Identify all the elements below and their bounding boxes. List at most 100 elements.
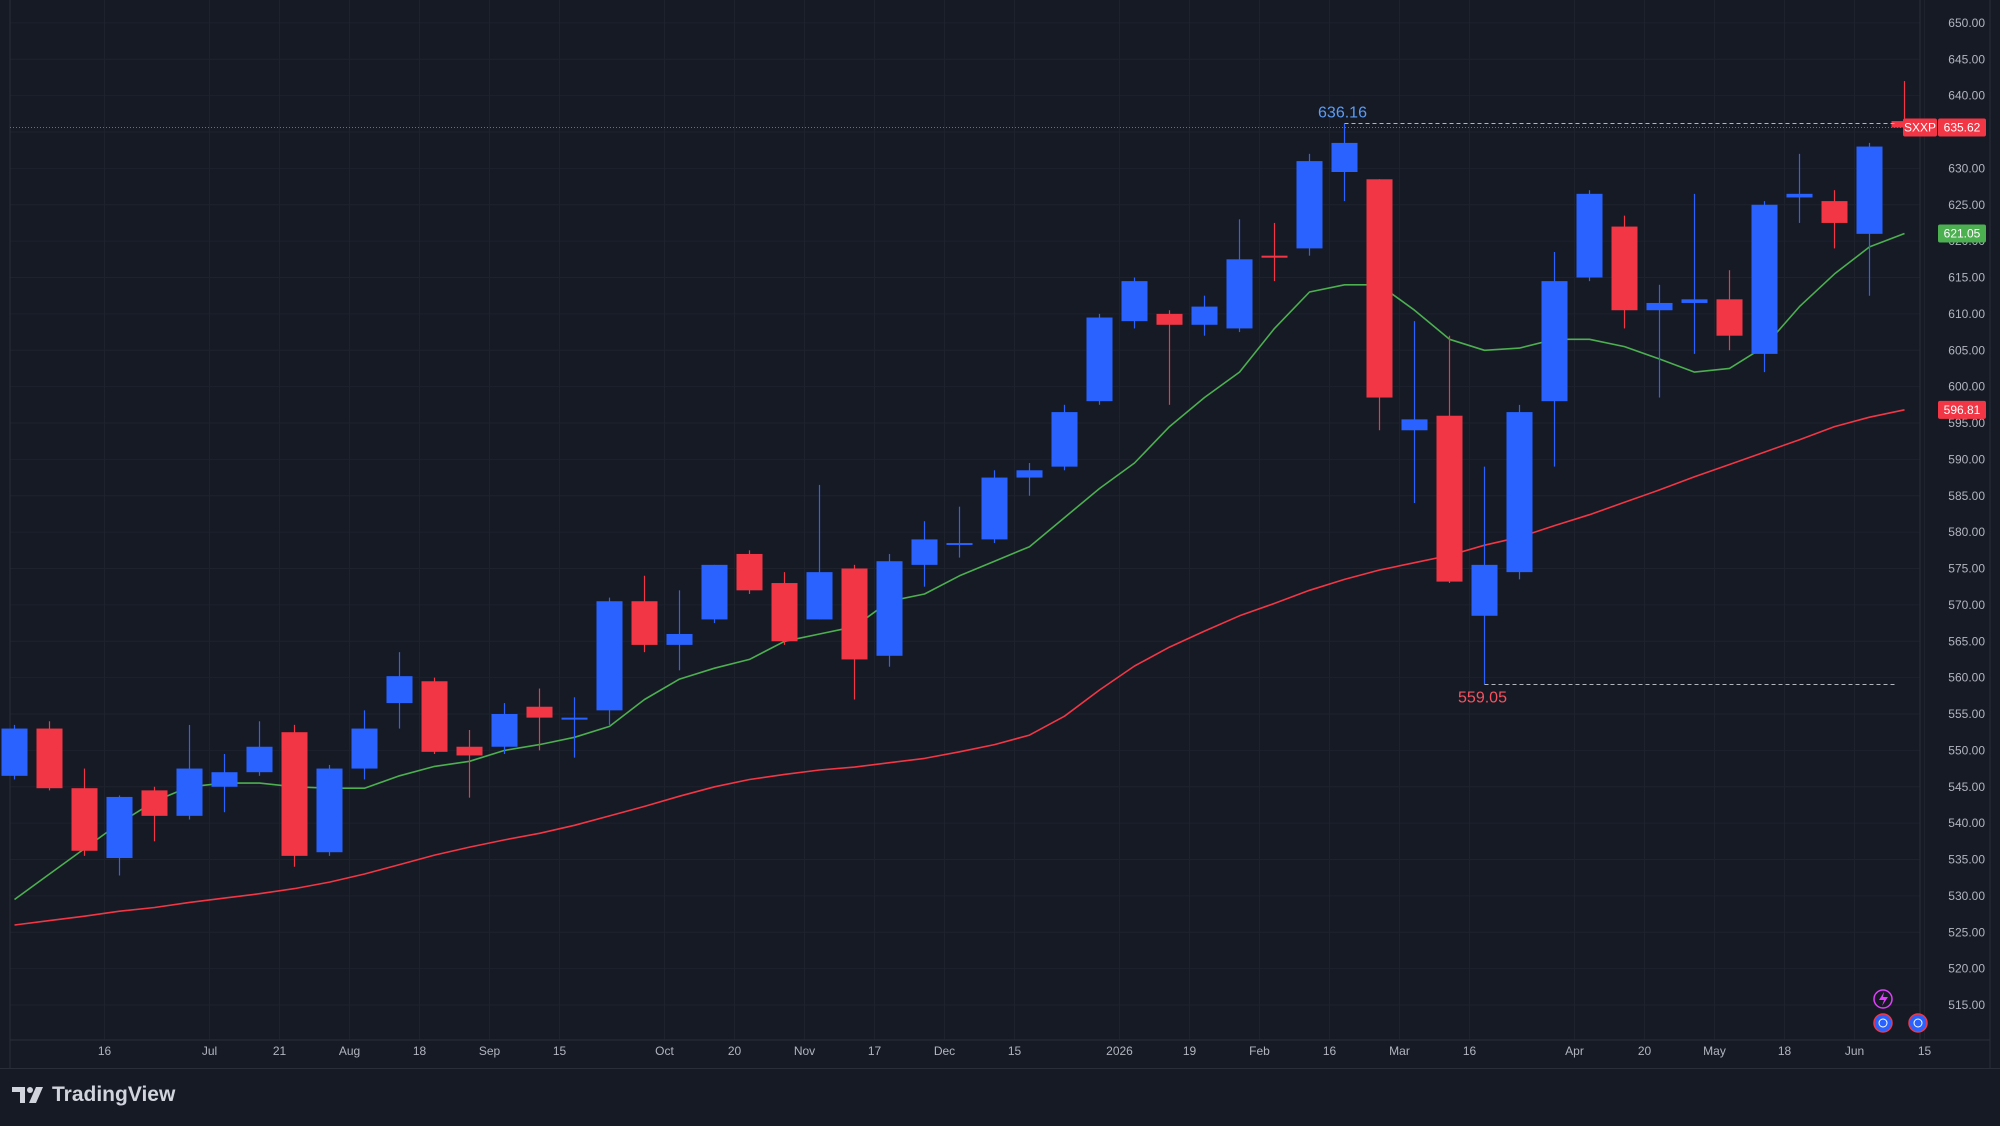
candle[interactable] (876, 553, 903, 667)
time-axis[interactable]: 16 Jul 21 Aug 18 Sep 15 Oct 20 Nov 17 Dec 15 2026 19 Fe… (98, 1044, 1932, 1058)
candle-body[interactable] (1646, 302, 1673, 311)
candle-body[interactable] (876, 561, 903, 656)
candle-body[interactable] (1226, 259, 1253, 329)
candle[interactable] (666, 590, 693, 671)
candle-body[interactable] (561, 717, 588, 720)
candle-body[interactable] (1121, 281, 1148, 322)
candle[interactable] (1156, 310, 1183, 405)
candle-body[interactable] (1541, 281, 1568, 402)
candle-body[interactable] (806, 572, 833, 620)
candle[interactable] (981, 470, 1008, 544)
candle-body[interactable] (1716, 299, 1743, 336)
candle-body[interactable] (456, 746, 483, 756)
candle[interactable] (1086, 313, 1113, 405)
candle-body[interactable] (1681, 299, 1708, 303)
candle[interactable] (1366, 179, 1393, 431)
candle-body[interactable] (1401, 419, 1428, 431)
candle[interactable] (1821, 190, 1848, 249)
candle-body[interactable] (246, 746, 273, 773)
candle[interactable] (1331, 123, 1358, 202)
candle-body[interactable] (736, 553, 763, 591)
candle-body[interactable] (176, 768, 203, 816)
candle[interactable] (1296, 153, 1323, 256)
candle-body[interactable] (1086, 317, 1113, 402)
candle-body[interactable] (351, 728, 378, 769)
price-axis[interactable]: 515.00 520.00 525.00 530.00 535.00 540.00 545.… (1903, 16, 1986, 1012)
candle-body[interactable] (1, 728, 28, 776)
globe-icon[interactable] (1908, 1013, 1928, 1033)
candle-body[interactable] (1436, 415, 1463, 582)
candle-body[interactable] (1156, 313, 1183, 325)
candle-body[interactable] (1856, 146, 1883, 234)
indicator-icons[interactable] (1873, 989, 1928, 1033)
candle[interactable] (491, 703, 518, 755)
candle[interactable] (1541, 252, 1568, 467)
candle[interactable] (1716, 270, 1743, 351)
candle[interactable] (701, 564, 728, 624)
candle-body[interactable] (701, 564, 728, 620)
candle-body[interactable] (911, 539, 938, 565)
candle[interactable] (946, 506, 973, 558)
candle-body[interactable] (1051, 412, 1078, 467)
candle-body[interactable] (1296, 161, 1323, 249)
candle[interactable] (1681, 193, 1708, 354)
candle-body[interactable] (1786, 193, 1813, 198)
candle-body[interactable] (1016, 470, 1043, 478)
candle[interactable] (631, 575, 658, 653)
globe-icon[interactable] (1873, 1013, 1893, 1033)
candle[interactable] (1611, 215, 1638, 329)
candle[interactable] (281, 724, 308, 867)
candle[interactable] (1576, 190, 1603, 282)
candle-body[interactable] (631, 601, 658, 645)
candle[interactable] (246, 721, 273, 776)
candle[interactable] (1506, 404, 1533, 580)
candle-body[interactable] (666, 633, 693, 645)
chart-svg[interactable]: 636.16 559.05 515.00 520.00 525.00 530.00 535… (0, 0, 2000, 1068)
candle[interactable] (771, 572, 798, 645)
candle[interactable] (1471, 466, 1498, 685)
candle[interactable] (316, 764, 343, 856)
candle-body[interactable] (1191, 306, 1218, 325)
tradingview-logo[interactable]: TradingView (12, 1083, 175, 1107)
candle-body[interactable] (71, 788, 98, 851)
candle-body[interactable] (841, 568, 868, 660)
candle[interactable] (561, 697, 588, 758)
candle[interactable] (596, 597, 623, 725)
candle-body[interactable] (491, 714, 518, 747)
candle-body[interactable] (141, 790, 168, 816)
candle-body[interactable] (1576, 193, 1603, 278)
candle[interactable] (526, 688, 553, 751)
candle[interactable] (1261, 222, 1288, 282)
candle-body[interactable] (526, 706, 553, 718)
candle[interactable] (71, 768, 98, 856)
candle[interactable] (1016, 463, 1043, 496)
candle-body[interactable] (1331, 142, 1358, 173)
candle[interactable] (1856, 142, 1883, 296)
candle-body[interactable] (596, 601, 623, 711)
candle[interactable] (1226, 219, 1253, 333)
candle[interactable] (456, 730, 483, 798)
candle-body[interactable] (1261, 255, 1288, 258)
candle[interactable] (421, 677, 448, 755)
candle[interactable] (1121, 277, 1148, 329)
candle[interactable] (1, 724, 28, 780)
candle-body[interactable] (386, 676, 413, 704)
candle[interactable] (1751, 201, 1778, 373)
candle-body[interactable] (771, 583, 798, 642)
candle-body[interactable] (1611, 226, 1638, 311)
candle[interactable] (1051, 404, 1078, 471)
candle-body[interactable] (316, 768, 343, 853)
candle-layer[interactable] (1, 81, 1918, 876)
candle-body[interactable] (1366, 179, 1393, 398)
candle-body[interactable] (981, 477, 1008, 540)
candle-body[interactable] (1751, 204, 1778, 354)
candle-body[interactable] (1821, 201, 1848, 223)
candle[interactable] (1646, 284, 1673, 398)
candle[interactable] (1786, 153, 1813, 223)
candle-body[interactable] (36, 728, 63, 789)
candle-body[interactable] (106, 796, 133, 859)
candle[interactable] (1191, 295, 1218, 336)
candle[interactable] (141, 786, 168, 842)
candle[interactable] (211, 754, 238, 813)
